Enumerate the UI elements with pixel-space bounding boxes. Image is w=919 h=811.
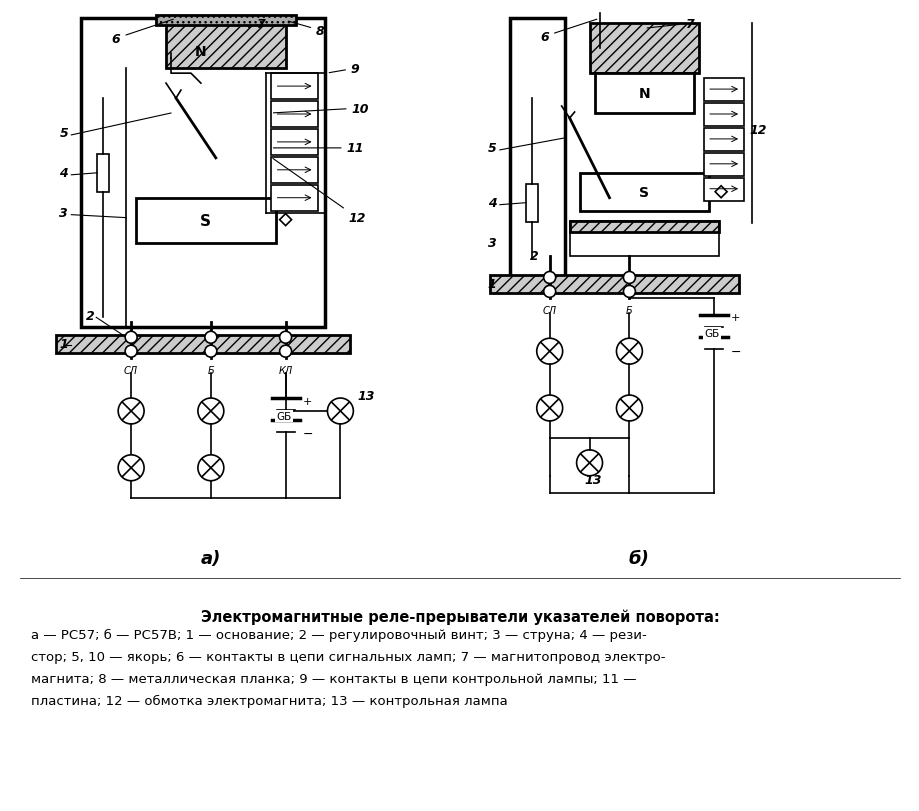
- Bar: [509, 19, 564, 278]
- Text: стор; 5, 10 — якорь; 6 — контакты в цепи сигнальных ламп; 7 — магнитопровод элек: стор; 5, 10 — якорь; 6 — контакты в цепи…: [31, 650, 665, 663]
- Text: N: N: [195, 45, 207, 59]
- Text: 1: 1: [60, 337, 68, 350]
- Text: +: +: [731, 313, 740, 323]
- Circle shape: [543, 286, 555, 298]
- Text: КЛ: КЛ: [278, 366, 292, 375]
- Text: 11: 11: [273, 142, 364, 155]
- Circle shape: [125, 332, 137, 344]
- Text: пластина; 12 — обмотка электромагнита; 13 — контрольная лампа: пластина; 12 — обмотка электромагнита; 1…: [31, 694, 507, 707]
- Text: 9: 9: [329, 62, 359, 75]
- Bar: [589, 24, 698, 74]
- Bar: [165, 24, 285, 69]
- Text: СЛ: СЛ: [542, 306, 556, 316]
- Text: S: S: [639, 186, 649, 200]
- Bar: [270, 102, 318, 128]
- Text: GБ: GБ: [276, 411, 291, 422]
- Circle shape: [543, 272, 555, 284]
- Text: 5: 5: [60, 127, 68, 140]
- Text: а — РС57; б — РС57В; 1 — основание; 2 — регулировочный винт; 3 — струна; 4 — рез: а — РС57; б — РС57В; 1 — основание; 2 — …: [31, 629, 647, 642]
- Text: 13: 13: [584, 473, 601, 486]
- Text: 6: 6: [112, 20, 173, 45]
- Circle shape: [576, 450, 602, 476]
- Bar: [703, 153, 743, 177]
- Text: Б: Б: [625, 306, 632, 316]
- Circle shape: [616, 396, 641, 422]
- Bar: [270, 157, 318, 183]
- Text: −: −: [302, 428, 312, 441]
- Bar: [270, 74, 318, 100]
- Text: 13: 13: [357, 389, 374, 402]
- Text: б): б): [629, 550, 649, 568]
- Text: +: +: [302, 397, 312, 406]
- Circle shape: [205, 345, 217, 358]
- Bar: [97, 155, 109, 192]
- Text: 5: 5: [487, 142, 496, 155]
- Circle shape: [536, 396, 562, 422]
- Text: S: S: [200, 213, 211, 229]
- Text: N: N: [638, 87, 650, 101]
- Circle shape: [118, 455, 144, 481]
- Bar: [703, 104, 743, 127]
- Circle shape: [125, 345, 137, 358]
- Text: 8: 8: [288, 22, 324, 38]
- Bar: [703, 129, 743, 152]
- Text: магнита; 8 — металлическая планка; 9 — контакты в цепи контрольной лампы; 11 —: магнита; 8 — металлическая планка; 9 — к…: [31, 672, 636, 685]
- Bar: [56, 336, 350, 354]
- Bar: [136, 199, 276, 243]
- Text: 7: 7: [248, 18, 265, 31]
- Circle shape: [279, 345, 291, 358]
- Text: 6: 6: [539, 20, 596, 44]
- Text: Б: Б: [208, 366, 214, 375]
- Text: 1: 1: [487, 277, 496, 290]
- Text: −: −: [731, 345, 741, 358]
- Circle shape: [198, 398, 223, 424]
- Circle shape: [327, 398, 353, 424]
- Bar: [270, 186, 318, 212]
- Bar: [81, 19, 325, 328]
- Text: Электромагнитные реле-прерыватели указателей поворота:: Электромагнитные реле-прерыватели указат…: [200, 608, 719, 624]
- Circle shape: [118, 398, 144, 424]
- Text: 3: 3: [487, 237, 496, 250]
- Circle shape: [623, 272, 635, 284]
- Text: 2: 2: [86, 310, 95, 323]
- Bar: [156, 16, 295, 26]
- Circle shape: [616, 339, 641, 365]
- Text: 4: 4: [487, 197, 496, 210]
- Text: 12: 12: [273, 159, 366, 225]
- Bar: [270, 130, 318, 156]
- Bar: [489, 276, 738, 294]
- Bar: [569, 221, 719, 256]
- Bar: [579, 174, 709, 212]
- Circle shape: [198, 455, 223, 481]
- Text: 3: 3: [60, 207, 68, 220]
- Text: 10: 10: [273, 102, 369, 115]
- Bar: [703, 79, 743, 102]
- Text: 12: 12: [748, 124, 766, 137]
- Text: 4: 4: [60, 167, 68, 180]
- Text: а): а): [200, 550, 221, 568]
- Circle shape: [205, 332, 217, 344]
- Circle shape: [279, 332, 291, 344]
- Text: GБ: GБ: [704, 328, 719, 339]
- Circle shape: [623, 286, 635, 298]
- Bar: [594, 74, 694, 114]
- Circle shape: [536, 339, 562, 365]
- Bar: [525, 185, 537, 222]
- Bar: [569, 221, 719, 232]
- Text: 7: 7: [646, 18, 693, 31]
- Text: СЛ: СЛ: [124, 366, 138, 375]
- Text: 2: 2: [529, 250, 538, 263]
- Bar: [703, 178, 743, 201]
